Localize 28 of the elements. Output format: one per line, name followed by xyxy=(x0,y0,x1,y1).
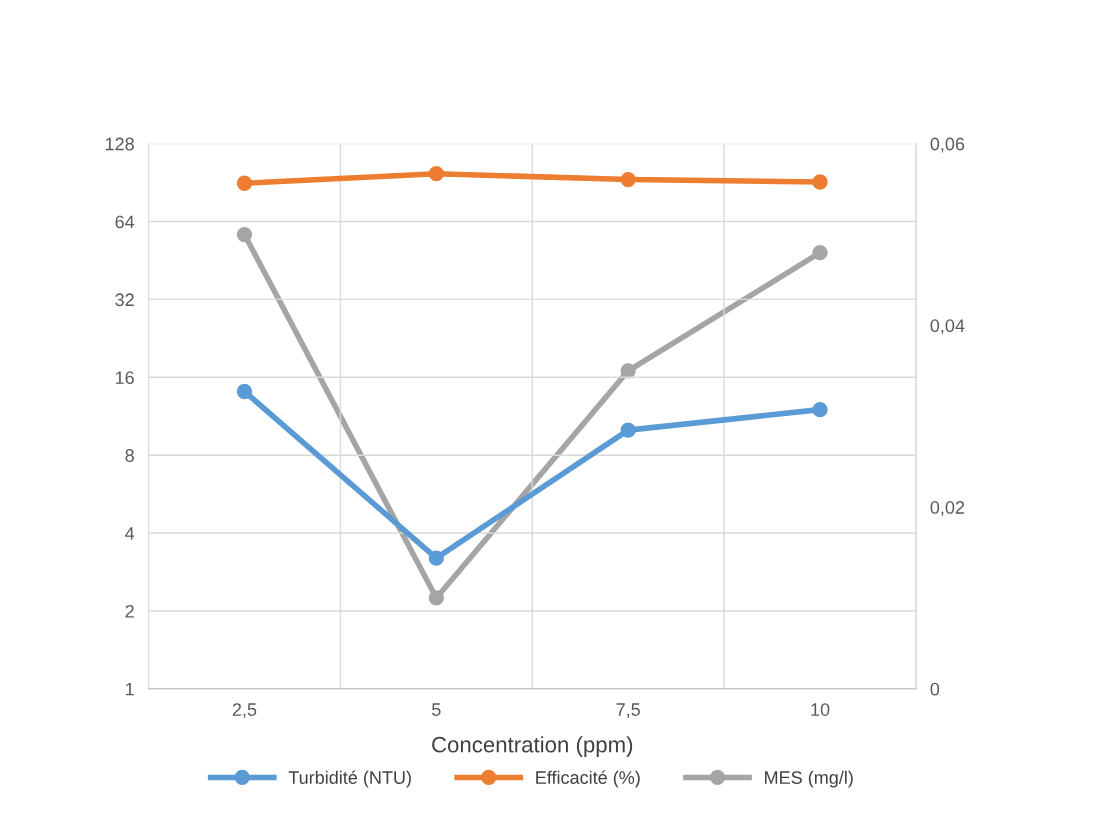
x-tick-label: 2,5 xyxy=(232,703,257,719)
point xyxy=(620,171,636,188)
legend-label: Efficacité (%) xyxy=(536,770,640,788)
x-tick-label: 5 xyxy=(432,703,441,716)
y2-tick-label: 0,02 xyxy=(930,501,965,516)
point xyxy=(428,550,444,566)
x-tick-label: 10 xyxy=(811,703,830,716)
y2-tick-label: 0,06 xyxy=(930,137,965,153)
x-axis-title: Concentration (ppm) xyxy=(432,736,633,757)
point xyxy=(812,401,828,418)
point xyxy=(236,175,253,191)
y-tick-label: 2 xyxy=(125,604,134,618)
point xyxy=(812,174,828,190)
point xyxy=(428,166,444,182)
y-tick-label: 128 xyxy=(105,137,134,151)
y2-tick-label: 0,04 xyxy=(930,319,965,335)
y-tick-label: 8 xyxy=(125,449,134,462)
y-tick-label: 32 xyxy=(115,293,134,307)
legend-label: Turbidité (NTU) xyxy=(288,770,411,788)
y-tick-label: 1 xyxy=(126,682,134,696)
point xyxy=(620,422,636,438)
legend-label: MES (mg/l) xyxy=(765,770,853,788)
point xyxy=(236,383,253,400)
y-tick-label: 16 xyxy=(115,371,134,385)
y-tick-label: 64 xyxy=(115,215,135,229)
y2-tick-label: 0 xyxy=(930,682,940,696)
y-tick-label: 4 xyxy=(125,527,135,540)
x-tick-label: 7,5 xyxy=(616,703,640,719)
